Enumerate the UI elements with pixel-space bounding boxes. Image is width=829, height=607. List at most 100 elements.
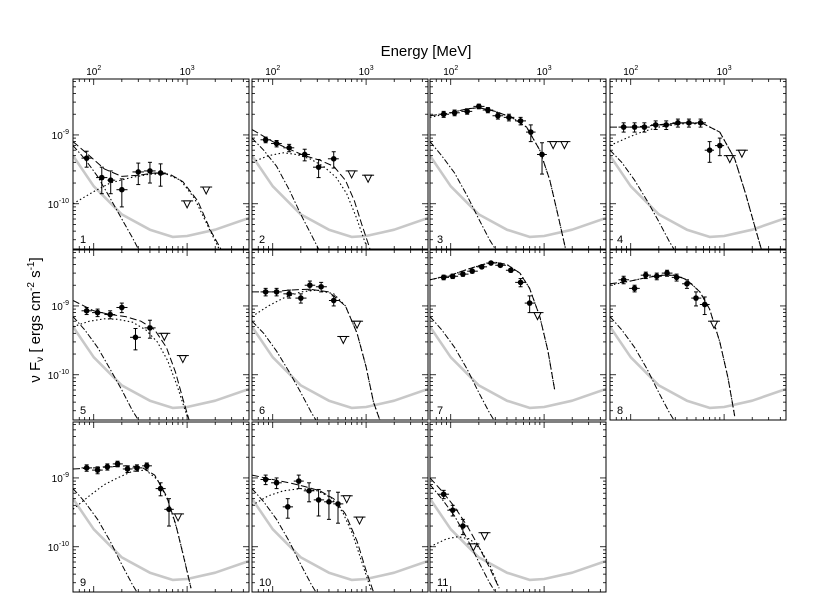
upper-limit-marker — [159, 332, 169, 342]
sensitivity-curve — [73, 325, 249, 410]
data-point — [284, 504, 291, 510]
data-point — [83, 465, 90, 471]
data-point — [262, 289, 269, 295]
tick-base: 10 — [48, 371, 60, 382]
y-tick-label: 10-10 — [48, 541, 69, 554]
data-point — [517, 279, 524, 286]
data-point — [517, 118, 524, 124]
tick-exponent: 3 — [548, 65, 552, 72]
model-curve-component1 — [252, 289, 381, 420]
data-point — [440, 111, 447, 118]
upper-limit-marker — [338, 335, 348, 345]
tick-exponent: 2 — [276, 65, 280, 72]
data-point — [124, 466, 131, 472]
model-curve-component1 — [73, 318, 188, 417]
data-point — [157, 485, 164, 492]
data-point — [706, 147, 713, 154]
model-curve-component1 — [252, 488, 373, 592]
upper-limit-marker — [469, 543, 478, 553]
panel-frame — [251, 421, 429, 593]
data-point — [663, 122, 670, 128]
panel-10: 10 — [251, 421, 429, 593]
data-point — [642, 272, 649, 278]
data-point — [469, 268, 476, 274]
data-point — [652, 122, 659, 128]
x-tick-label: 103 — [537, 65, 552, 78]
data-point — [107, 177, 114, 183]
model-curve-component1 — [73, 469, 192, 589]
panel-plot-area — [430, 477, 606, 592]
upper-limit-marker — [709, 320, 719, 330]
data-point — [295, 478, 302, 484]
panel-frame — [72, 421, 250, 593]
data-point — [464, 108, 470, 115]
y-tick-label: 10-10 — [48, 369, 69, 382]
tick-exponent: -9 — [63, 129, 69, 136]
panel-plot-area — [430, 103, 606, 249]
x-tick-label: 102 — [443, 65, 458, 78]
data-point — [717, 142, 723, 149]
data-point — [330, 297, 337, 304]
data-point — [478, 264, 485, 270]
panel-number: 11 — [437, 577, 448, 589]
model-curve-component1 — [73, 173, 220, 249]
data-point — [273, 479, 280, 486]
model-curve-component1 — [610, 274, 736, 417]
tick-base: 10 — [359, 67, 371, 78]
data-point — [460, 523, 466, 529]
panel-7: 7 — [429, 249, 607, 421]
panel-11: 11 — [429, 421, 607, 593]
tick-base: 10 — [52, 474, 64, 485]
sensitivity-curve — [430, 497, 606, 582]
panel-frame — [429, 78, 607, 250]
sensitivity-curve — [252, 154, 428, 239]
upper-limit-marker — [548, 141, 558, 150]
model-curve-component2 — [430, 141, 496, 249]
y-tick-label: 10-9 — [52, 300, 69, 313]
model-curve-component1 — [252, 152, 367, 246]
model-curve-total — [430, 261, 556, 391]
sensitivity-curve — [252, 325, 428, 410]
upper-limit-marker — [355, 516, 364, 526]
y-title-part-4: ] — [27, 257, 44, 261]
tick-exponent: 3 — [728, 65, 732, 72]
data-point — [641, 124, 648, 130]
data-point — [330, 156, 337, 162]
upper-limit-marker — [363, 174, 373, 184]
upper-limit-marker — [182, 200, 192, 210]
data-point — [460, 271, 466, 277]
panel-plot-area — [252, 474, 428, 592]
panel-number: 5 — [80, 405, 86, 417]
panel-frame — [251, 78, 429, 250]
panel-plot-area — [252, 280, 428, 420]
data-point — [301, 151, 308, 158]
tick-exponent: 3 — [370, 65, 374, 72]
y-title-part-2: [ ergs cm — [27, 291, 44, 357]
tick-base: 10 — [537, 67, 549, 78]
data-point — [298, 295, 304, 301]
panel-frame — [429, 249, 607, 421]
data-point — [143, 463, 150, 469]
data-point — [476, 103, 482, 110]
data-point — [166, 506, 172, 513]
panel-plot-area — [73, 300, 249, 420]
x-tick-label: 102 — [623, 65, 638, 78]
model-curve-total — [610, 274, 736, 417]
data-point — [262, 476, 269, 483]
data-point — [335, 501, 341, 507]
panel-plot-area — [610, 118, 786, 249]
tick-base: 10 — [265, 67, 277, 78]
tick-base: 10 — [86, 67, 98, 78]
panel-number: 10 — [259, 577, 271, 589]
upper-limit-marker — [342, 495, 352, 504]
data-point — [526, 300, 533, 306]
data-point — [675, 120, 681, 126]
upper-limit-marker — [737, 149, 747, 159]
upper-limit-marker — [533, 312, 542, 321]
model-curve-total — [252, 474, 374, 592]
data-point — [701, 301, 708, 308]
data-point — [273, 140, 280, 147]
y-title-part-1: ν F — [27, 362, 44, 383]
